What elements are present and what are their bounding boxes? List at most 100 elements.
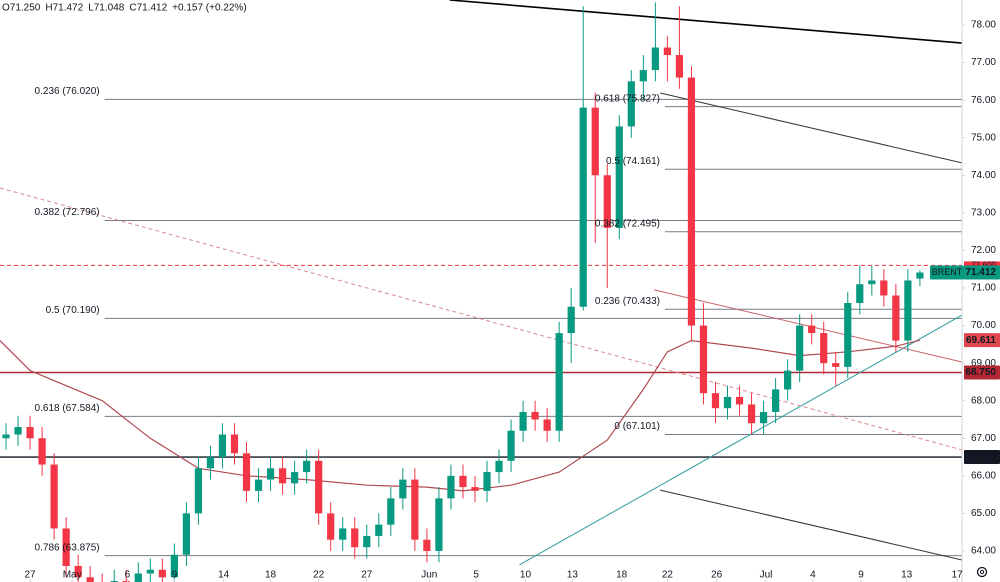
y-tick-label: 67.00 (971, 433, 996, 444)
symbol-label: BRENT (932, 267, 963, 277)
y-tick-label: 72.00 (971, 245, 996, 256)
settings-gear-center (979, 569, 985, 575)
symbol-badge (930, 265, 964, 280)
candle-body (327, 513, 335, 540)
ohlc-header: O71.250 H71.472 L71.048 C71.412 +0.157 (+0.2… (0, 0, 247, 16)
price-axis: 64.00 65.00 66.00 67.00 68.00 69.00 70.00 71.00… (930, 20, 1000, 557)
candle-body (339, 528, 347, 540)
x-tick-label: 6 (125, 570, 131, 581)
price-badge (964, 450, 1000, 465)
x-tick-label: 14 (218, 570, 230, 581)
y-tick-label: 68.00 (971, 395, 996, 406)
x-tick-label: 9 (172, 570, 178, 581)
candle-body (808, 325, 816, 334)
candle-body (14, 426, 22, 435)
candle-body (772, 389, 780, 412)
candle-body (194, 468, 203, 514)
candle-body (916, 272, 924, 279)
y-tick-label: 70.00 (971, 320, 996, 331)
candle-body (399, 479, 407, 499)
x-tick-label: 18 (616, 570, 628, 581)
x-tick-label: 26 (711, 570, 723, 581)
candle-body (134, 573, 142, 582)
candle-body (711, 393, 720, 409)
y-tick-label: 65.00 (971, 508, 996, 519)
candle-body (2, 434, 10, 439)
x-tick-label: Jul (760, 570, 773, 581)
ma-badge-label: 69.611 (966, 335, 996, 346)
x-tick-label: May (63, 570, 82, 581)
candle-body (579, 107, 587, 307)
ohlc-value: L71.048 (88, 3, 125, 14)
candle-body (832, 363, 840, 367)
x-tick-label: 9 (858, 570, 864, 581)
candle-body (543, 419, 551, 431)
candle-body (158, 569, 166, 578)
candle-body (687, 77, 696, 326)
candle-body (880, 280, 888, 296)
candle-body (663, 47, 671, 56)
candle-body (784, 370, 792, 390)
y-tick-label: 73.00 (971, 207, 996, 218)
settings-icon[interactable] (976, 566, 988, 578)
y-tick-label: 69.00 (971, 358, 996, 369)
candle-body (639, 70, 647, 82)
candle-body (26, 426, 34, 439)
last-price-badge (964, 265, 1000, 280)
candle-body (531, 411, 539, 420)
x-tick-label: 17 (952, 570, 964, 581)
ohlc-value: +0.157 (+0.22%) (172, 3, 247, 14)
price-badge-label: 71.600 (972, 261, 997, 270)
candle-body (170, 554, 178, 578)
candle-body (74, 565, 82, 578)
price-badge-label: 66.500 (965, 452, 996, 463)
fib-label: 0.236 (70.433) (595, 296, 660, 307)
fib-label: 0.5 (74.161) (606, 156, 660, 167)
x-tick-label: 10 (520, 570, 532, 581)
candle-body (50, 464, 58, 529)
fib-label: 0.236 (76.020) (35, 86, 100, 97)
y-tick-label: 64.00 (971, 546, 996, 557)
trend-line (0, 187, 962, 451)
candle-body (435, 498, 443, 551)
candle-body (603, 175, 611, 228)
candle-body (759, 411, 768, 424)
trend-line (654, 289, 962, 363)
y-tick-label: 78.00 (971, 20, 996, 31)
last-price-label: 71.412 (965, 267, 996, 278)
candle-body (892, 295, 900, 341)
y-tick-label: 75.00 (971, 132, 996, 143)
candle-body (38, 438, 46, 465)
x-tick-label: Jun (421, 570, 437, 581)
settings-gear (976, 566, 988, 578)
candle-body (483, 472, 491, 491)
candle-body (182, 513, 190, 555)
candle-body (278, 468, 287, 484)
x-tick-label: 27 (361, 570, 373, 581)
candle-body (507, 430, 515, 461)
candle-body (471, 487, 479, 491)
plot-area (0, 0, 962, 582)
trend-line (449, 0, 962, 44)
x-tick-label: 4 (810, 570, 816, 581)
x-tick-label: 18 (265, 570, 277, 581)
x-tick-label: 22 (662, 570, 674, 581)
candle-body (723, 396, 732, 409)
candle-body (459, 475, 467, 488)
candle-body (747, 404, 756, 424)
candle-body (411, 479, 419, 540)
moving-average (0, 339, 921, 492)
candle-body (651, 47, 659, 71)
candle-body (555, 333, 563, 431)
candle-body (844, 303, 852, 367)
x-tick-label: 13 (567, 570, 579, 581)
candle-body (627, 81, 635, 127)
candle-body (242, 453, 251, 491)
candle-body (363, 535, 371, 548)
x-tick-label: 27 (25, 570, 37, 581)
header-bg (0, 0, 232, 16)
candle-body (62, 528, 70, 566)
ohlc-value: H71.472 (45, 3, 83, 14)
ma-badge (964, 333, 1000, 348)
candle-body (699, 325, 708, 394)
